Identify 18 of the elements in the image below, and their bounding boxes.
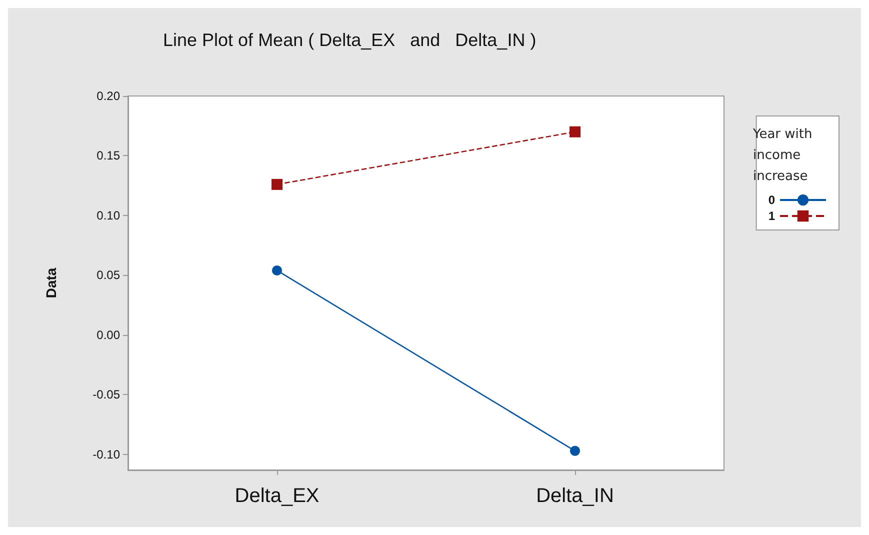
y-tick-label: -0.05 [92,388,120,402]
y-tick-label: 0.05 [96,268,120,282]
legend-label: 0 [768,193,776,207]
y-tick-label: -0.10 [92,447,120,462]
chart-title: Line Plot of Mean ( Delta_EX and Delta_IN ) [163,30,536,50]
y-tick-label: 0.20 [96,89,120,103]
point [272,178,282,190]
legend-label: 1 [768,209,776,223]
y-tick-label: 0.10 [96,208,120,222]
y-tick-label: 0.15 [96,148,120,163]
y-tick-label: 0.00 [96,328,120,342]
point [272,265,282,276]
point [570,126,580,138]
x-tick-label: Delta_IN [536,485,614,507]
y-axis-title: Data [43,268,59,298]
x-tick-label: Delta_EX [234,485,320,507]
point [570,446,580,456]
legend-title: Year with income increase [752,127,816,184]
